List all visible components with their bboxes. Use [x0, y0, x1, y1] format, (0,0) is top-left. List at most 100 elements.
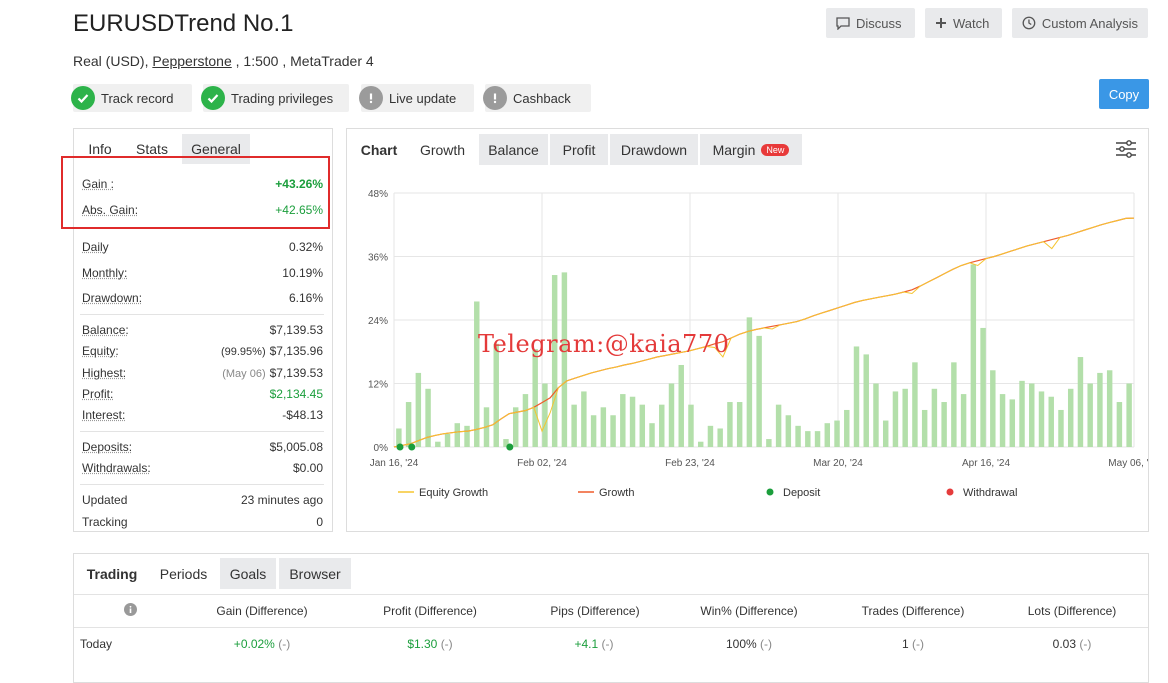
bar — [737, 402, 742, 447]
bar — [825, 423, 830, 447]
bar — [659, 405, 664, 447]
bar — [562, 272, 567, 447]
divider — [74, 627, 1148, 628]
bar — [951, 362, 956, 447]
table-cell: +4.1 (-) — [574, 637, 613, 651]
bar — [1126, 384, 1131, 448]
badge-trading-privileges: Trading privileges — [203, 84, 349, 112]
info-row-updated: Updated 23 minutes ago — [82, 493, 323, 507]
x-tick-label: Mar 20, '24 — [813, 458, 863, 469]
page-title: EURUSDTrend No.1 — [73, 10, 294, 38]
info-row-withdrawals: Withdrawals: $0.00 — [82, 461, 323, 475]
table-cell: +0.02% (-) — [234, 637, 290, 651]
bar — [786, 415, 791, 447]
bar — [494, 344, 499, 447]
y-tick-label: 12% — [368, 380, 388, 391]
discuss-button[interactable]: Discuss — [826, 8, 915, 38]
bar — [902, 389, 907, 447]
tab-browser[interactable]: Browser — [279, 558, 351, 589]
tab-growth[interactable]: Growth — [408, 134, 477, 165]
bar — [620, 394, 625, 447]
col-header-win: Win% (Difference) — [700, 604, 797, 618]
deposit-point — [506, 444, 513, 451]
bar — [961, 394, 966, 447]
tab-margin[interactable]: Margin New — [700, 134, 802, 165]
bar — [971, 264, 976, 447]
bar — [990, 370, 995, 447]
exclamation-icon — [359, 86, 383, 110]
watch-button[interactable]: Watch — [925, 8, 1002, 38]
bar — [1107, 370, 1112, 447]
copy-button[interactable]: Copy — [1099, 79, 1149, 109]
bar — [1029, 384, 1034, 448]
badge-live-update: Live update — [361, 84, 474, 112]
legend-label: Growth — [599, 487, 634, 499]
bar — [552, 275, 557, 447]
new-badge: New — [761, 144, 789, 156]
check-icon — [201, 86, 225, 110]
tab-periods[interactable]: Periods — [150, 558, 217, 589]
chart-settings-icon[interactable] — [1115, 139, 1137, 159]
bar — [581, 391, 586, 447]
table-cell: 0.03 (-) — [1053, 637, 1092, 651]
bar — [649, 423, 654, 447]
bar — [854, 346, 859, 447]
bar — [610, 415, 615, 447]
badge-cashback: Cashback — [485, 84, 591, 112]
bar — [688, 405, 693, 447]
bar — [630, 397, 635, 447]
info-row-drawdown: Drawdown: 6.16% — [82, 291, 323, 305]
bar — [1019, 381, 1024, 447]
bar — [766, 439, 771, 447]
bar — [1068, 389, 1073, 447]
bar — [834, 421, 839, 447]
highlight-box — [61, 156, 330, 229]
info-row-interest: Interest: -$48.13 — [82, 408, 323, 422]
col-header-gain: Gain (Difference) — [216, 604, 307, 618]
info-icon[interactable] — [124, 603, 137, 616]
bar — [893, 391, 898, 447]
col-header-lots: Lots (Difference) — [1028, 604, 1116, 618]
bar — [932, 389, 937, 447]
tab-trading[interactable]: Trading — [80, 558, 144, 589]
growth-chart: 48% 36% 24% 12% 0% Jan 16, '24 Feb 02, '24 Feb… — [346, 170, 1149, 515]
bar — [708, 426, 713, 447]
legend-label: Equity Growth — [419, 487, 488, 499]
col-header-trades: Trades (Difference) — [862, 604, 965, 618]
x-tick-label: Feb 23, '24 — [665, 458, 715, 469]
divider — [80, 431, 324, 432]
bar — [864, 354, 869, 447]
plus-icon — [935, 17, 947, 29]
divider — [74, 594, 1148, 595]
legend-swatch — [767, 489, 774, 496]
bar — [747, 317, 752, 447]
tab-profit[interactable]: Profit — [550, 134, 608, 165]
bar — [455, 423, 460, 447]
legend-swatch — [947, 489, 954, 496]
bar — [591, 415, 596, 447]
legend-label: Deposit — [783, 487, 820, 499]
bar — [922, 410, 927, 447]
bar — [464, 426, 469, 447]
custom-analysis-button[interactable]: Custom Analysis — [1012, 8, 1148, 38]
tab-goals[interactable]: Goals — [220, 558, 276, 589]
y-tick-label: 24% — [368, 316, 388, 327]
broker-link[interactable]: Pepperstone — [152, 53, 231, 69]
bar — [532, 349, 537, 447]
account-subtitle: Real (USD), Pepperstone , 1:500 , MetaTr… — [73, 53, 374, 69]
bar — [640, 405, 645, 447]
row-label-today: Today — [80, 637, 112, 651]
deposit-point — [408, 444, 415, 451]
bar — [776, 405, 781, 447]
info-row-deposits: Deposits: $5,005.08 — [82, 440, 323, 454]
tab-drawdown[interactable]: Drawdown — [610, 134, 698, 165]
info-row-highest: Highest: (May 06) $7,139.53 — [82, 366, 323, 380]
col-header-pips: Pips (Difference) — [550, 604, 639, 618]
tab-balance[interactable]: Balance — [479, 134, 548, 165]
table-cell: $1.30 (-) — [407, 637, 452, 651]
bar — [883, 421, 888, 447]
bar — [474, 301, 479, 447]
bar — [445, 434, 450, 447]
bar — [980, 328, 985, 447]
account-details: , 1:500 , MetaTrader 4 — [232, 53, 374, 69]
